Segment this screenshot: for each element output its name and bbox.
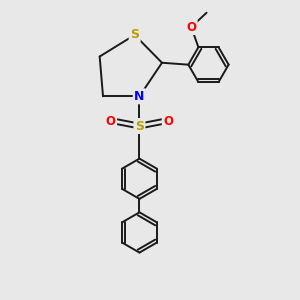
Text: N: N xyxy=(134,90,145,103)
Text: O: O xyxy=(106,115,116,128)
Text: S: S xyxy=(130,28,139,41)
Text: O: O xyxy=(163,115,173,128)
Text: O: O xyxy=(186,21,196,34)
Text: S: S xyxy=(135,119,144,133)
